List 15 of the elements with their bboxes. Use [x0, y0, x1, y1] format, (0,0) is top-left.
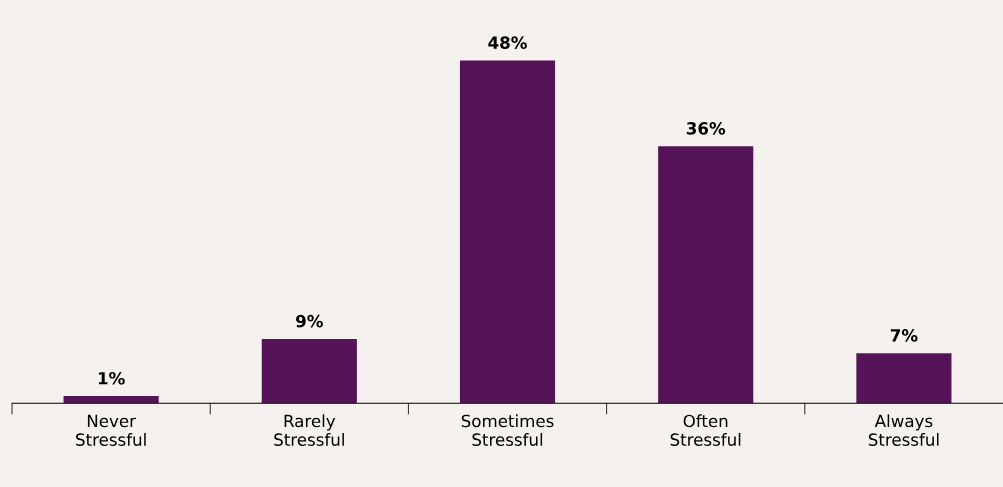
data-label: 36% [686, 122, 726, 135]
bar [856, 353, 952, 404]
data-label: 7% [890, 329, 918, 342]
data-label: 9% [296, 314, 323, 328]
bar [63, 396, 159, 404]
bar [459, 60, 556, 404]
bar [658, 146, 754, 404]
data-label: 48% [488, 36, 527, 49]
x-tick-label: Never Stressful [76, 414, 146, 446]
x-tick-label: Sometimes Stressful [461, 414, 554, 446]
x-tick-label: Often Stressful [670, 414, 741, 446]
data-label: 1% [98, 371, 125, 385]
x-tick-label: Rarely Stressful [274, 414, 344, 446]
bar [261, 338, 357, 404]
x-tick-label: Always Stressful [868, 414, 939, 446]
